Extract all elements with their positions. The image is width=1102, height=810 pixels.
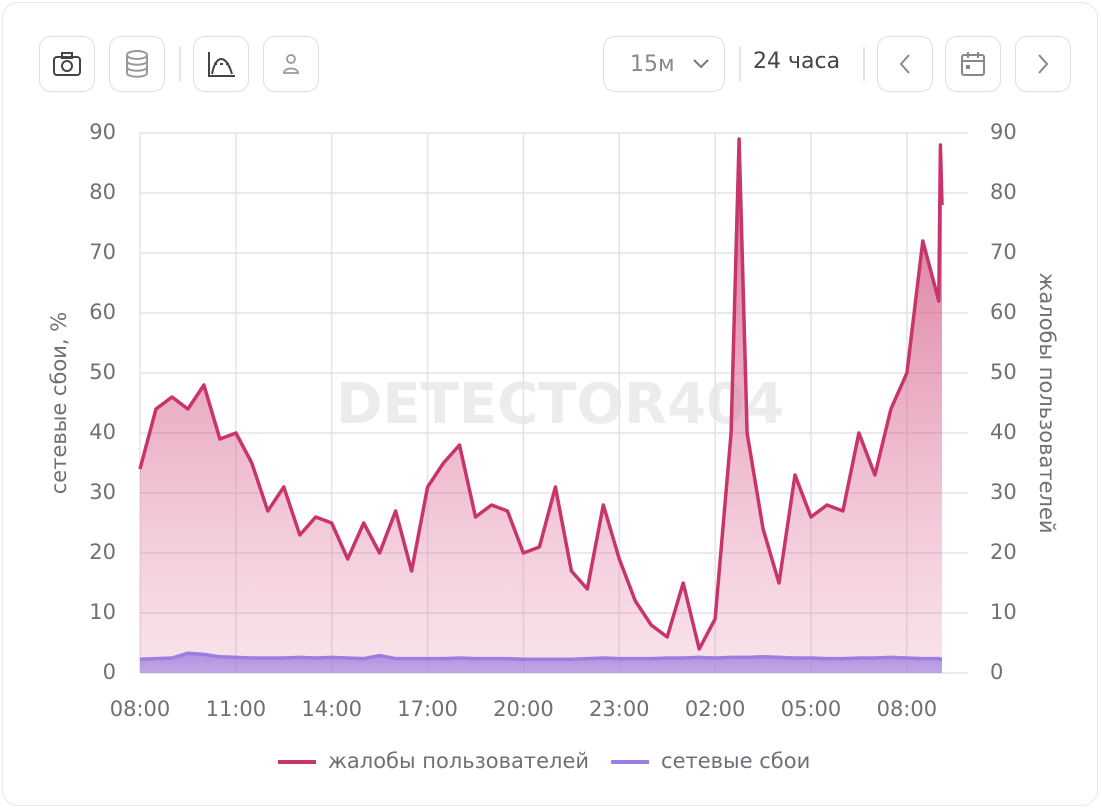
y-tick-label: 10 [89, 600, 116, 624]
y2-tick-label: 20 [990, 540, 1017, 564]
interval-value: 15м [630, 51, 675, 77]
y-tick-label: 90 [89, 120, 116, 144]
calendar-button[interactable] [945, 36, 1001, 92]
prev-button[interactable] [877, 36, 933, 92]
x-tick-label: 20:00 [493, 697, 554, 721]
y2-tick-label: 30 [990, 480, 1017, 504]
separator [739, 47, 741, 81]
x-tick-label: 08:00 [110, 697, 171, 721]
y-tick-label: 0 [103, 660, 116, 684]
y-tick-label: 40 [89, 420, 116, 444]
camera-button[interactable] [39, 36, 95, 92]
user-button[interactable] [263, 36, 319, 92]
y2-tick-label: 80 [990, 180, 1017, 204]
y2-axis-title: жалобы пользователей [1035, 272, 1059, 533]
x-tick-label: 08:00 [877, 697, 938, 721]
interval-select[interactable]: 15м [603, 36, 725, 92]
next-button[interactable] [1015, 36, 1071, 92]
y2-tick-label: 60 [990, 300, 1017, 324]
y-tick-label: 80 [89, 180, 116, 204]
y-tick-label: 60 [89, 300, 116, 324]
y2-tick-label: 90 [990, 120, 1017, 144]
y-tick-label: 50 [89, 360, 116, 384]
y2-tick-label: 70 [990, 240, 1017, 264]
separator [179, 47, 181, 81]
database-button[interactable] [109, 36, 165, 92]
separator [863, 47, 865, 81]
x-tick-label: 02:00 [685, 697, 746, 721]
y2-tick-label: 40 [990, 420, 1017, 444]
y2-tick-label: 10 [990, 600, 1017, 624]
x-tick-label: 11:00 [206, 697, 267, 721]
y-tick-label: 70 [89, 240, 116, 264]
series-line [139, 651, 943, 661]
y2-tick-label: 50 [990, 360, 1017, 384]
watermark: DETECTOR404 [336, 372, 784, 437]
x-tick-label: 05:00 [781, 697, 842, 721]
legend-label: сетевые сбои [661, 749, 810, 773]
y-tick-label: 20 [89, 540, 116, 564]
x-tick-label: 17:00 [397, 697, 458, 721]
range-label: 24 часа [753, 49, 841, 74]
x-tick-label: 23:00 [589, 697, 650, 721]
x-tick-label: 14:00 [301, 697, 362, 721]
y-axis-title: сетевые сбои, % [47, 312, 71, 494]
chart-mode-button[interactable] [193, 36, 249, 92]
series-line [138, 137, 944, 651]
y2-tick-label: 0 [990, 660, 1003, 684]
legend-label: жалобы пользователей [328, 749, 589, 773]
y-tick-label: 30 [89, 480, 116, 504]
